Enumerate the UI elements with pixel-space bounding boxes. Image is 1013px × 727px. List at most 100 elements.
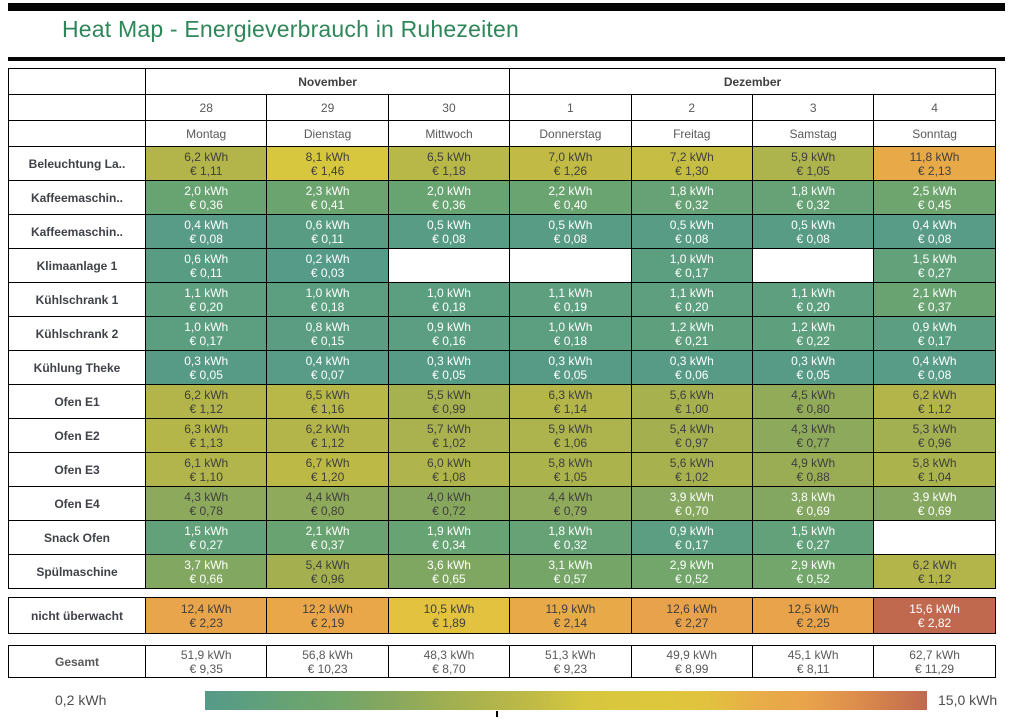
- heatmap-cell: 0,2 kWh € 0,03: [266, 248, 389, 283]
- row-label: Kühlschrank 1: [8, 282, 146, 317]
- cell-kwh-value: 62,7 kWh: [909, 647, 960, 662]
- cell-kwh-value: 5,9 kWh: [791, 149, 836, 164]
- heatmap-cell: 7,0 kWh € 1,26: [509, 146, 632, 181]
- cell-eur-value: € 1,12: [189, 401, 223, 416]
- unmonitored-row-table: nicht überwacht 12,4 kWh € 2,23 12,2 kWh € 2…: [8, 597, 996, 634]
- cell-kwh-value: 3,9 kWh: [669, 489, 714, 504]
- date-header: 28: [144, 94, 268, 121]
- cell-kwh-value: 0,9 kWh: [669, 523, 714, 538]
- cell-eur-value: € 0,72: [432, 503, 466, 518]
- heatmap-cell: 1,0 kWh € 0,18: [387, 282, 511, 317]
- cell-eur-value: € 1,18: [432, 163, 466, 178]
- cell-eur-value: € 0,41: [310, 197, 345, 212]
- cell-kwh-value: 2,1 kWh: [912, 285, 957, 300]
- cell-eur-value: € 0,97: [675, 435, 709, 450]
- cell-kwh-value: 0,4 kWh: [184, 217, 229, 232]
- heatmap-cell: 5,9 kWh € 1,05: [751, 146, 875, 181]
- heatmap-table-grid: November Dezember 28 29 30 1 2 3 4 Montag Dienstag…: [8, 68, 996, 589]
- empty-cell: [873, 520, 996, 555]
- heatmap-cell: 3,7 kWh € 0,66: [144, 554, 268, 589]
- cell-eur-value: € 2,14: [553, 615, 588, 630]
- cell-eur-value: € 0,96: [310, 571, 345, 586]
- heatmap-cell: 11,9 kWh € 2,14: [509, 597, 632, 634]
- cell-kwh-value: 5,9 kWh: [548, 421, 593, 436]
- heatmap-cell: 0,3 kWh € 0,05: [144, 350, 268, 385]
- weekday-header: Sonntag: [873, 120, 996, 147]
- cell-eur-value: € 2,13: [917, 163, 952, 178]
- cell-kwh-value: 0,9 kWh: [912, 319, 957, 334]
- cell-kwh-value: 5,8 kWh: [548, 455, 593, 470]
- cell-kwh-value: 3,6 kWh: [426, 557, 471, 572]
- date-header: 3: [751, 94, 875, 121]
- cell-eur-value: € 0,16: [432, 333, 466, 348]
- color-scale-bar: [205, 691, 927, 717]
- cell-eur-value: € 9,35: [189, 661, 223, 676]
- cell-kwh-value: 6,1 kWh: [184, 455, 229, 470]
- cell-kwh-value: 6,2 kWh: [184, 149, 229, 164]
- cell-eur-value: € 0,17: [189, 333, 223, 348]
- table-row: Ofen E3 6,1 kWh € 1,10 6,7 kWh € 1,20 6,0 kWh…: [8, 452, 996, 487]
- cell-kwh-value: 0,9 kWh: [426, 319, 471, 334]
- heatmap-cell: 4,9 kWh € 0,88: [751, 452, 875, 487]
- cell-eur-value: € 8,99: [675, 661, 709, 676]
- cell-kwh-value: 2,9 kWh: [791, 557, 836, 572]
- cell-kwh-value: 1,5 kWh: [791, 523, 836, 538]
- cell-eur-value: € 1,08: [432, 469, 466, 484]
- total-table-grid: Gesamt 51,9 kWh € 9,35 56,8 kWh € 10,23 48,3 …: [8, 645, 996, 678]
- date-header: 1: [509, 94, 632, 121]
- row-label: Beleuchtung La..: [8, 146, 146, 181]
- heatmap-cell: 0,3 kWh € 0,05: [509, 350, 632, 385]
- cell-eur-value: € 0,21: [675, 333, 709, 348]
- cell-kwh-value: 5,8 kWh: [912, 455, 957, 470]
- cell-kwh-value: 0,6 kWh: [305, 217, 350, 232]
- cell-kwh-value: 4,3 kWh: [791, 421, 836, 436]
- cell-eur-value: € 1,12: [917, 571, 952, 586]
- cell-kwh-value: 0,4 kWh: [912, 353, 957, 368]
- cell-kwh-value: 4,0 kWh: [426, 489, 471, 504]
- cell-kwh-value: 8,1 kWh: [305, 149, 350, 164]
- cell-kwh-value: 49,9 kWh: [666, 647, 718, 662]
- heatmap-cell: 1,8 kWh € 0,32: [630, 180, 753, 215]
- summary-row-label: nicht überwacht: [8, 597, 146, 634]
- heatmap-cell: 2,0 kWh € 0,36: [387, 180, 511, 215]
- cell-kwh-value: 0,3 kWh: [548, 353, 593, 368]
- heatmap-cell: 5,5 kWh € 0,99: [387, 384, 511, 419]
- cell-eur-value: € 0,27: [917, 265, 952, 280]
- cell-kwh-value: 2,5 kWh: [912, 183, 957, 198]
- heatmap-cell: 1,0 kWh € 0,17: [630, 248, 753, 283]
- table-row: Spülmaschine 3,7 kWh € 0,66 5,4 kWh € 0,96 3,…: [8, 554, 996, 589]
- cell-eur-value: € 1,04: [917, 469, 952, 484]
- heatmap-cell: 5,8 kWh € 1,05: [509, 452, 632, 487]
- total-cell: 51,9 kWh € 9,35: [144, 645, 268, 678]
- cell-kwh-value: 3,1 kWh: [548, 557, 593, 572]
- total-cell: 51,3 kWh € 9,23: [509, 645, 632, 678]
- row-label: Ofen E1: [8, 384, 146, 419]
- heatmap-cell: 1,8 kWh € 0,32: [509, 520, 632, 555]
- header-spacer: [8, 68, 146, 95]
- heatmap-cell: 0,5 kWh € 0,08: [751, 214, 875, 249]
- heatmap-cell: 1,1 kWh € 0,19: [509, 282, 632, 317]
- cell-kwh-value: 6,5 kWh: [305, 387, 350, 402]
- heatmap-cell: 6,3 kWh € 1,14: [509, 384, 632, 419]
- cell-eur-value: € 1,06: [553, 435, 588, 450]
- heatmap-cell: 6,2 kWh € 1,12: [266, 418, 389, 453]
- cell-eur-value: € 0,18: [432, 299, 466, 314]
- heatmap-cell: 0,5 kWh € 0,08: [387, 214, 511, 249]
- cell-eur-value: € 0,36: [189, 197, 223, 212]
- date-header-row: 28 29 30 1 2 3 4: [8, 94, 996, 121]
- cell-eur-value: € 0,05: [553, 367, 588, 382]
- cell-eur-value: € 0,08: [189, 231, 223, 246]
- heatmap-cell: 1,0 kWh € 0,18: [509, 316, 632, 351]
- heatmap-cell: 6,5 kWh € 1,18: [387, 146, 511, 181]
- cell-kwh-value: 0,5 kWh: [669, 217, 714, 232]
- heatmap-cell: 1,1 kWh € 0,20: [144, 282, 268, 317]
- row-label: Kaffeemaschin..: [8, 180, 146, 215]
- table-row: Snack Ofen 1,5 kWh € 0,27 2,1 kWh € 0,37 1,9 …: [8, 520, 996, 555]
- cell-eur-value: € 0,69: [796, 503, 830, 518]
- cell-kwh-value: 6,2 kWh: [184, 387, 229, 402]
- cell-kwh-value: 0,6 kWh: [184, 251, 229, 266]
- cell-kwh-value: 1,2 kWh: [669, 319, 714, 334]
- heatmap-cell: 6,3 kWh € 1,13: [144, 418, 268, 453]
- cell-eur-value: € 0,96: [917, 435, 952, 450]
- heatmap-cell: 4,0 kWh € 0,72: [387, 486, 511, 521]
